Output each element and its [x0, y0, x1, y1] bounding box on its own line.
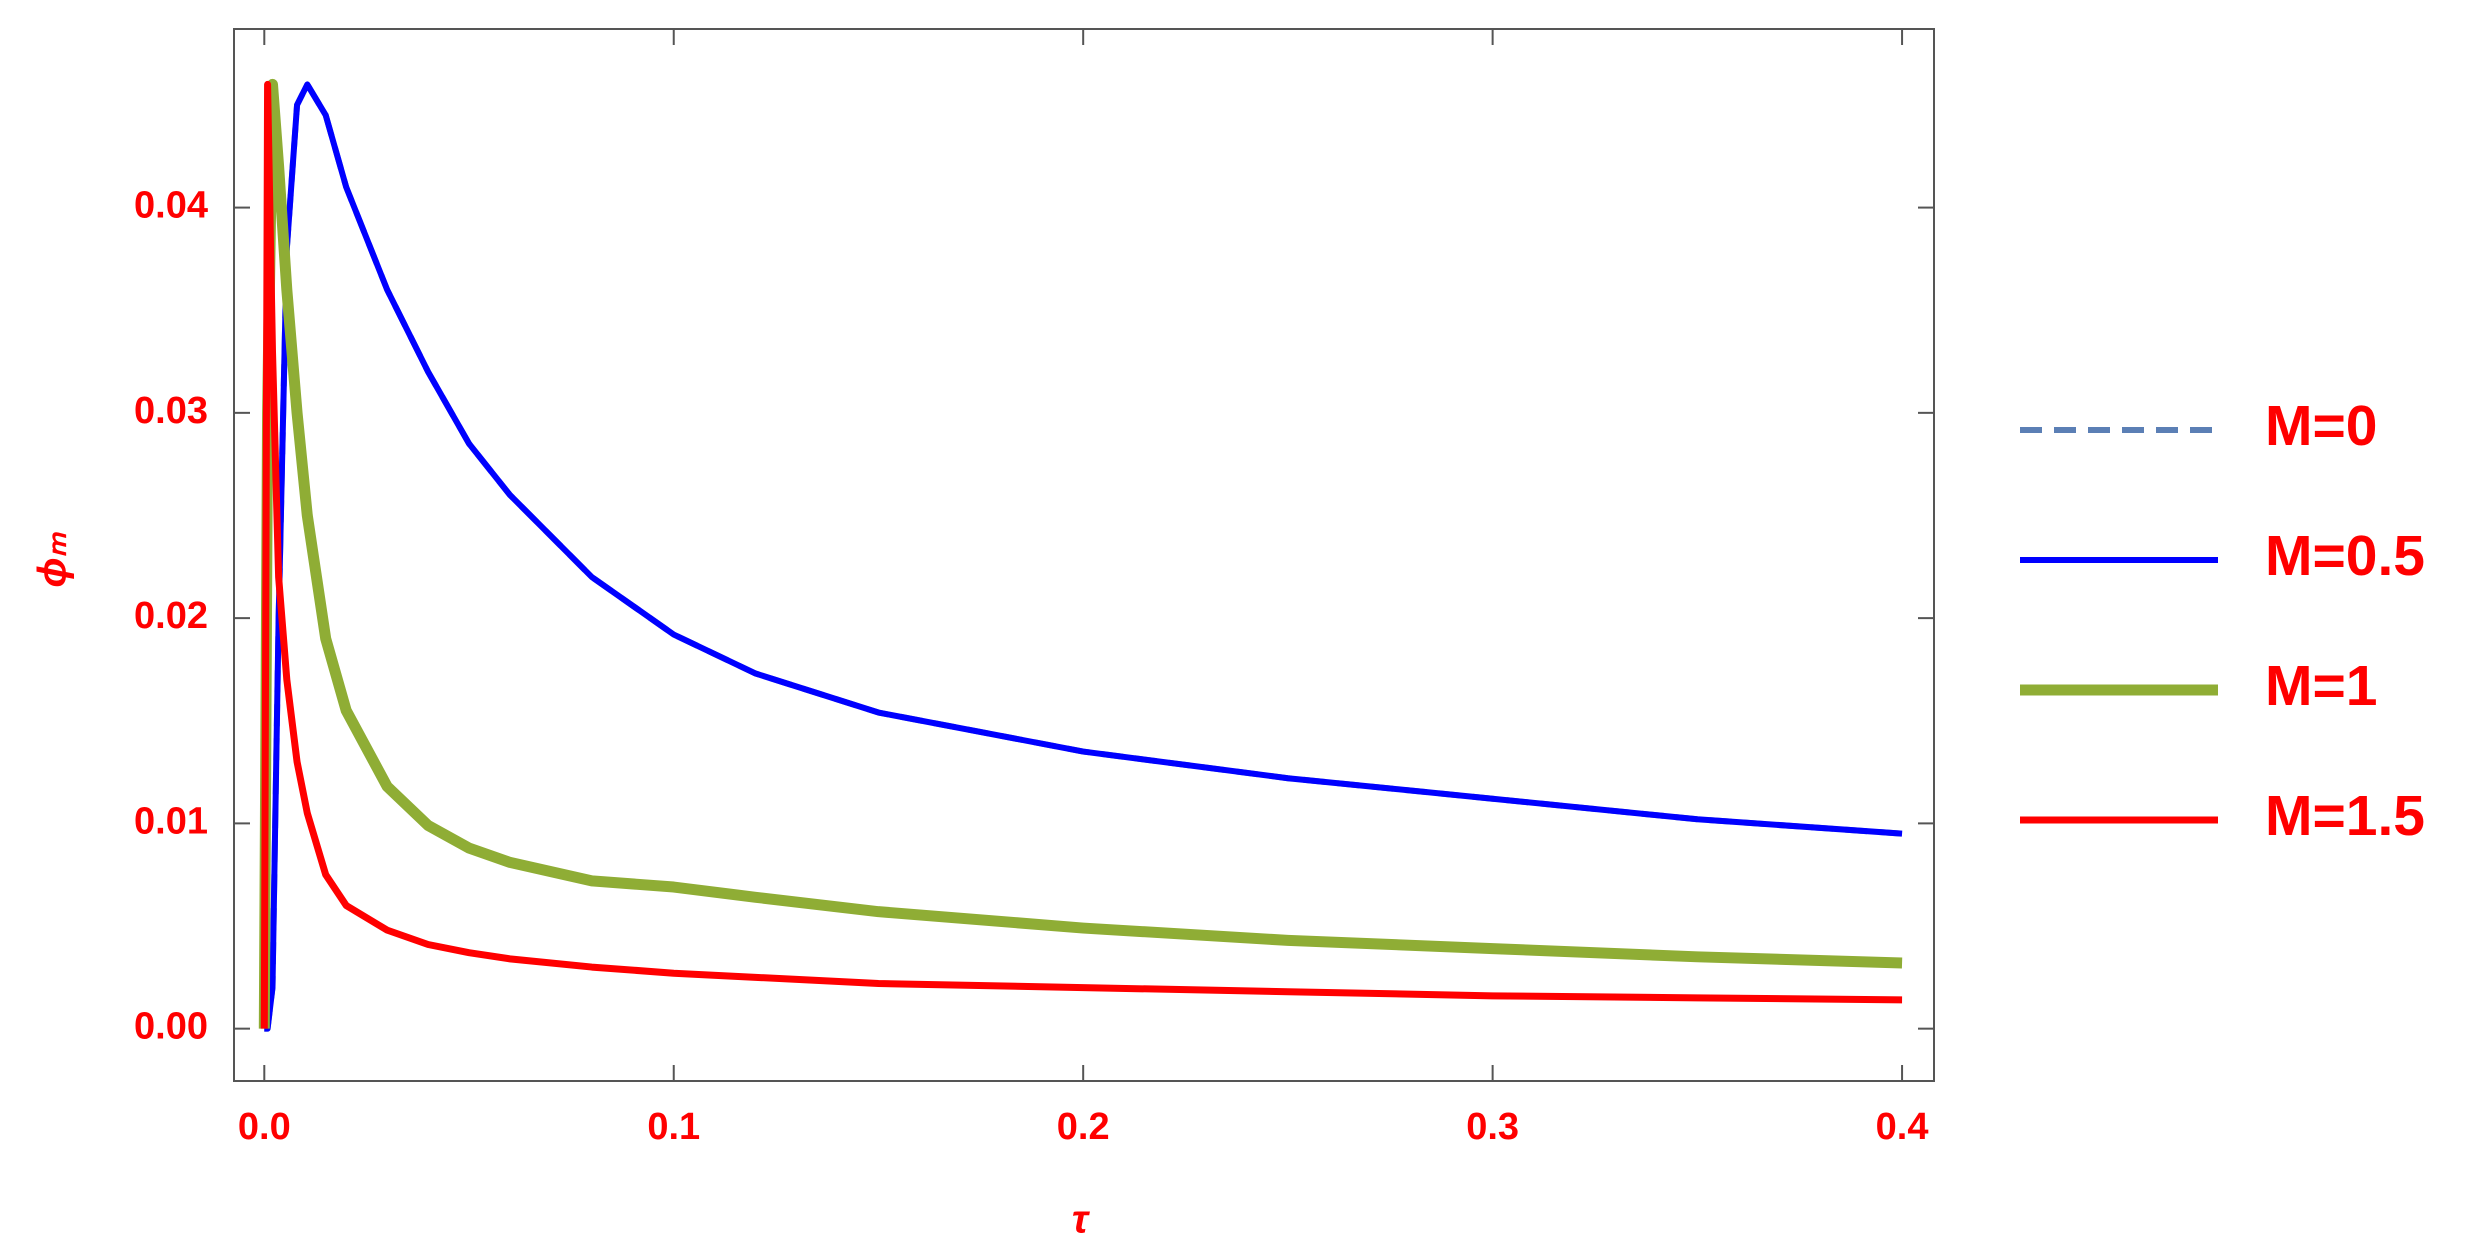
- y-tick-label: 0.02: [134, 595, 208, 637]
- series-line: [264, 81, 1903, 1032]
- series-line: [260, 80, 1903, 1029]
- x-tick-label: 0.2: [1057, 1106, 1110, 1148]
- legend-label: M=0.5: [2265, 524, 2425, 588]
- y-tick-label: 0.04: [134, 185, 208, 227]
- series-line: [264, 81, 1903, 1032]
- legend-label: M=1: [2265, 654, 2377, 718]
- y-tick-label: 0.03: [134, 390, 208, 432]
- x-tick-label: 0.0: [238, 1106, 291, 1148]
- y-tick-label: 0.01: [134, 800, 208, 842]
- x-tick-label: 0.3: [1466, 1106, 1519, 1148]
- y-axis-label: ϕₘ: [31, 531, 75, 587]
- legend-label: M=0: [2265, 394, 2377, 458]
- series-line: [258, 78, 1903, 1029]
- x-axis-label: τ: [1072, 1198, 1091, 1242]
- y-tick-label: 0.00: [134, 1006, 208, 1048]
- x-tick-label: 0.4: [1876, 1106, 1929, 1148]
- x-tick-label: 0.1: [647, 1106, 700, 1148]
- legend-label: M=1.5: [2265, 784, 2425, 848]
